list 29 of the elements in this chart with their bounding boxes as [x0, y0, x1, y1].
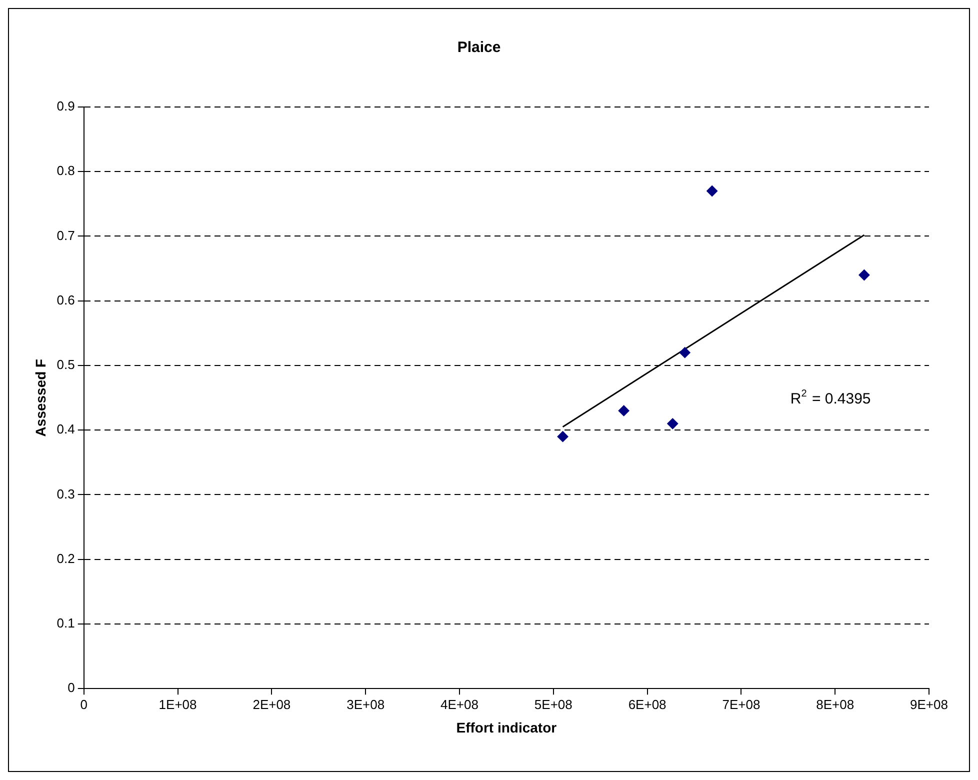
x-tick-label: 2E+08 — [252, 696, 291, 712]
point — [858, 270, 870, 281]
x-tick-label: 3E+08 — [346, 696, 385, 712]
y-tick-label: 0.9 — [56, 98, 75, 114]
y-tick-label: 0.1 — [56, 616, 75, 631]
x-tick-label: 0 — [80, 696, 88, 712]
y-tick-label: 0.5 — [56, 357, 75, 372]
y-tick-label: 0.7 — [56, 228, 75, 243]
y-tick-label: 0.3 — [56, 486, 75, 502]
chart-title: Plaice — [457, 39, 501, 56]
point — [557, 431, 568, 442]
y-axis-title: Assessed F — [32, 358, 48, 437]
point — [667, 418, 678, 430]
x-tick-label: 8E+08 — [816, 696, 854, 712]
x-tick-label: 5E+08 — [534, 696, 572, 712]
x-tick-label: 4E+08 — [440, 696, 478, 712]
y-tick-label: 0.2 — [56, 550, 75, 566]
y-tick-label: 0 — [68, 680, 75, 696]
x-tick-label: 7E+08 — [722, 696, 760, 712]
point — [679, 347, 690, 358]
x-axis-title: Effort indicator — [456, 719, 558, 736]
y-tick-label: 0.6 — [56, 292, 75, 308]
x-tick-label: 1E+08 — [158, 696, 197, 712]
point — [618, 405, 630, 416]
point — [706, 186, 718, 197]
x-tick-label: 6E+08 — [628, 696, 666, 712]
y-tick-label: 0.4 — [56, 422, 75, 437]
x-tick-label: 9E+08 — [910, 696, 948, 712]
y-tick-label: 0.8 — [56, 163, 75, 178]
